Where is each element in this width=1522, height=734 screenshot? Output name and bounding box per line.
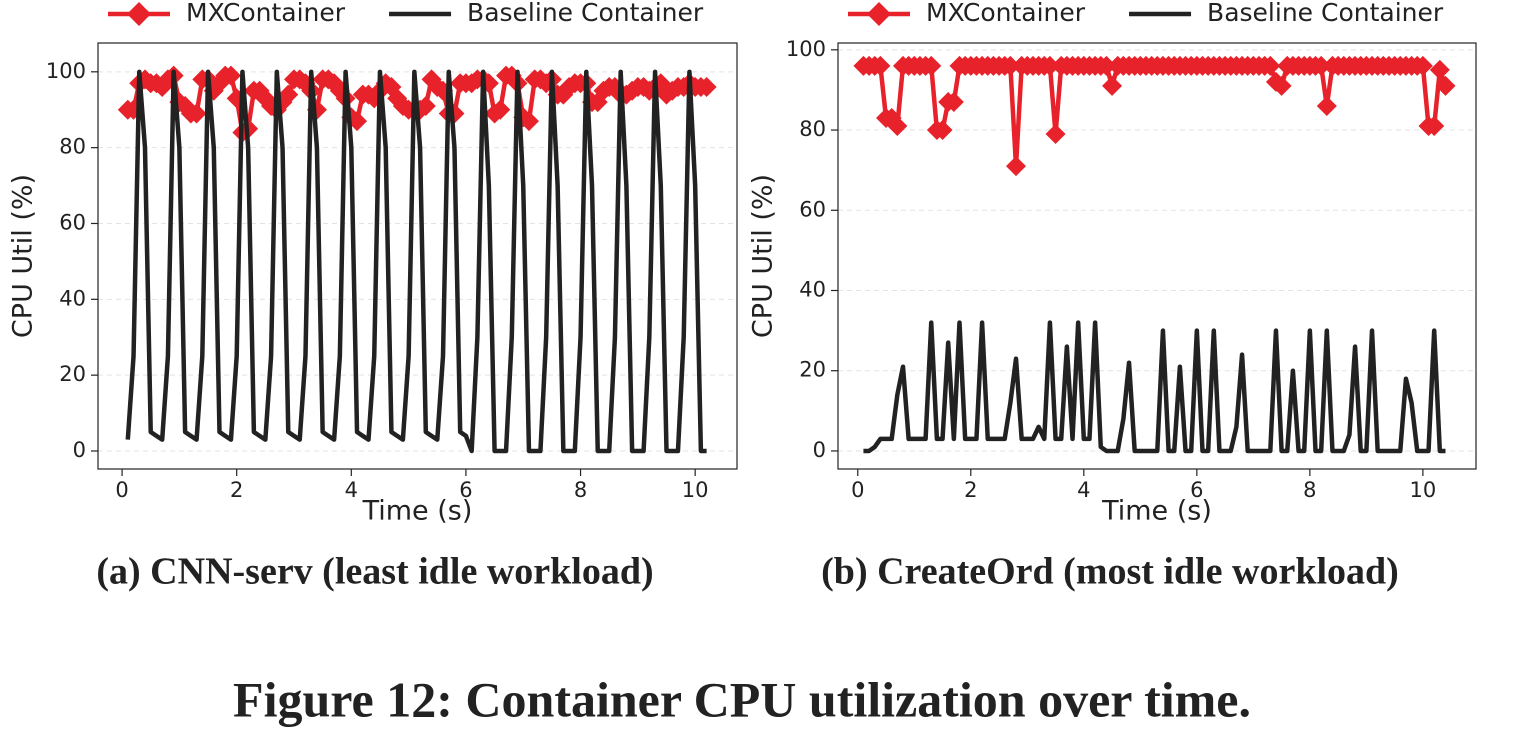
legend-label: Baseline Container — [467, 0, 704, 27]
data-point — [347, 111, 368, 132]
y-tick-label: 80 — [59, 135, 86, 159]
plot-frame — [837, 42, 1477, 470]
data-point — [186, 103, 207, 124]
y-tick-label: 100 — [786, 37, 826, 61]
series-line — [863, 63, 1448, 169]
data-point — [1429, 59, 1450, 80]
data-point — [870, 55, 891, 76]
data-point — [881, 108, 902, 129]
data-point — [887, 116, 908, 137]
y-tick-label: 0 — [73, 438, 86, 462]
data-point — [518, 111, 539, 132]
data-point — [278, 84, 299, 105]
x-tick-label: 2 — [964, 478, 977, 502]
data-point — [1435, 75, 1456, 96]
data-point — [1271, 75, 1292, 96]
data-point — [1260, 55, 1281, 76]
data-point — [1311, 55, 1332, 76]
subcaption: (a) CNN-serv (least idle workload) — [96, 551, 653, 593]
chart-panel: 0 20 40 60 80 100 0 2 4 6 8 10 Time (s) CPU Util (%) (… — [8, 0, 738, 593]
data-point — [1006, 156, 1027, 177]
data-point — [415, 95, 436, 116]
data-point — [1424, 116, 1445, 137]
x-axis-label: Time (s) — [1101, 496, 1212, 527]
data-point — [1102, 75, 1123, 96]
y-tick-label: 20 — [799, 358, 826, 382]
x-tick-label: 10 — [1410, 478, 1437, 502]
x-tick-label: 8 — [574, 478, 587, 502]
x-tick-label: 10 — [682, 478, 709, 502]
data-point — [1039, 55, 1060, 76]
data-point — [1045, 124, 1066, 145]
legend-label: MXContainer — [926, 0, 1086, 27]
data-point — [1316, 95, 1337, 116]
plot-frame — [97, 42, 738, 470]
x-tick-label: 4 — [1077, 478, 1090, 502]
data-point — [932, 120, 953, 141]
series-line — [125, 69, 707, 454]
y-tick-label: 20 — [59, 362, 86, 386]
data-point — [1412, 55, 1433, 76]
x-axis-label: Time (s) — [362, 496, 473, 527]
data-point — [220, 65, 241, 86]
y-axis-label: CPU Util (%) — [8, 174, 39, 338]
y-axis-label: CPU Util (%) — [748, 174, 779, 338]
x-tick-label: 4 — [345, 478, 358, 502]
y-tick-label: 40 — [59, 286, 86, 310]
series-line — [863, 320, 1446, 454]
data-point — [943, 91, 964, 112]
figure-caption: Figure 12: Container CPU utilization ove… — [233, 671, 1251, 727]
y-tick-label: 60 — [59, 210, 86, 234]
x-tick-label: 6 — [1190, 478, 1203, 502]
subcaption: (b) CreateOrd (most idle workload) — [821, 551, 1399, 593]
data-point — [1096, 55, 1117, 76]
data-point — [921, 55, 942, 76]
data-point — [696, 76, 717, 97]
y-tick-label: 80 — [799, 117, 826, 141]
y-tick-label: 60 — [799, 197, 826, 221]
y-tick-label: 100 — [46, 59, 86, 83]
chart-panel: 0 20 40 60 80 100 0 2 4 6 8 10 Time (s) CPU Util (%) (… — [748, 0, 1477, 593]
legend-label: MXContainer — [186, 0, 346, 27]
legend-marker — [127, 2, 151, 26]
data-point — [490, 99, 511, 120]
x-tick-label: 0 — [851, 478, 864, 502]
x-tick-label: 6 — [459, 478, 472, 502]
x-tick-label: 8 — [1303, 478, 1316, 502]
y-tick-label: 40 — [799, 277, 826, 301]
x-tick-label: 0 — [115, 478, 128, 502]
y-tick-label: 0 — [813, 438, 826, 462]
legend-marker — [867, 2, 891, 26]
data-point — [1000, 55, 1021, 76]
x-tick-label: 2 — [230, 478, 243, 502]
legend-label: Baseline Container — [1207, 0, 1444, 27]
